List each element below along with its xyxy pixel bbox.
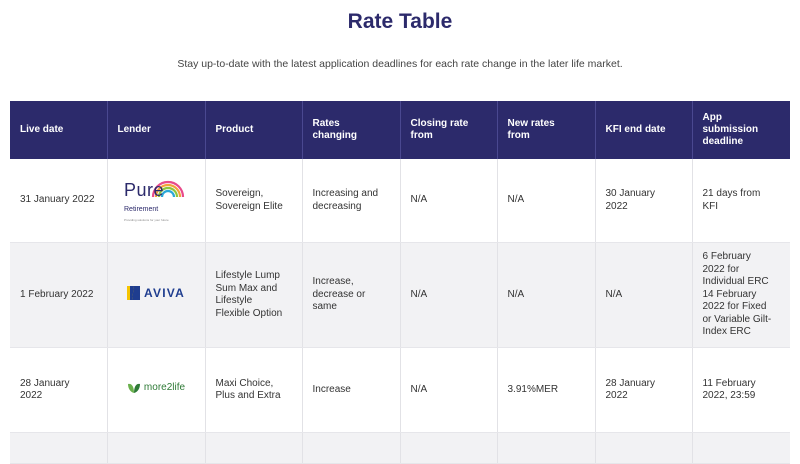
page-subtitle: Stay up-to-date with the latest applicat… (177, 58, 623, 70)
product-cell: Maxi Choice, Plus and Extra (205, 347, 303, 433)
live-date-cell: 28 January 2022 (10, 347, 108, 433)
new-rates-cell: 3.91%MER (497, 347, 596, 433)
lender-cell: AVIVA (107, 242, 206, 348)
header-closing-rate: Closing rate from (400, 101, 498, 159)
rates-changing-cell: Increase (302, 347, 401, 433)
table-cell (595, 432, 693, 464)
rate-table: Live date Lender Product Rates changing C… (10, 101, 790, 464)
table-cell (10, 432, 108, 464)
rainbow-icon (151, 181, 185, 198)
leaf-icon (127, 383, 140, 393)
table-cell (205, 432, 303, 464)
table-row: 1 February 2022 AVIVA Lifestyle Lump Sum … (10, 242, 790, 348)
table-row (10, 432, 790, 464)
new-rates-cell: N/A (497, 242, 596, 348)
logo-word: AVIVA (144, 285, 185, 300)
table-cell (692, 432, 790, 464)
product-cell: Lifestyle Lump Sum Max and Lifestyle Flexib… (205, 242, 303, 348)
kfi-end-date-cell: 30 January 2022 (595, 159, 693, 243)
new-rates-cell: N/A (497, 159, 596, 243)
rates-changing-cell: Increase, decrease or same (302, 242, 401, 348)
more2life-logo[interactable]: more2life (127, 382, 185, 395)
lender-cell: Pure Retirement Providing solutions for … (107, 159, 206, 243)
live-date-cell: 31 January 2022 (10, 159, 108, 243)
product-cell: Sovereign, Sovereign Elite (205, 159, 303, 243)
header-new-rates: New rates from (497, 101, 596, 159)
logo-word: more2life (143, 381, 186, 393)
table-cell (497, 432, 596, 464)
header-app-deadline: App submission deadline (692, 101, 790, 159)
closing-rate-cell: N/A (400, 347, 498, 433)
logo-tagline: Providing solutions for your future (124, 218, 169, 223)
rates-changing-cell: Increasing and decreasing (302, 159, 401, 243)
header-kfi-end-date: KFI end date (595, 101, 693, 159)
table-cell (107, 432, 206, 464)
aviva-flag-icon (127, 285, 141, 300)
kfi-end-date-cell: 28 January 2022 (595, 347, 693, 433)
table-cell (400, 432, 498, 464)
live-date-cell: 1 February 2022 (10, 242, 108, 348)
app-deadline-cell: 6 February 2022 for Individual ERC 14 Febru… (692, 242, 790, 348)
closing-rate-cell: N/A (400, 159, 498, 243)
closing-rate-cell: N/A (400, 242, 498, 348)
kfi-end-date-cell: N/A (595, 242, 693, 348)
header-product: Product (205, 101, 303, 159)
pure-retirement-logo[interactable]: Pure Retirement Providing solutions for … (124, 178, 188, 222)
table-row: 28 January 2022 more2life Maxi Choice, Plu… (10, 347, 790, 433)
header-live-date: Live date (10, 101, 108, 159)
table-header-row: Live date Lender Product Rates changing C… (10, 101, 790, 159)
aviva-logo[interactable]: AVIVA (127, 285, 185, 300)
page-title: Rate Table (347, 10, 453, 33)
table-row: 31 January 2022 Pure Retirement Providin… (10, 159, 790, 243)
header-rates-changing: Rates changing (302, 101, 401, 159)
logo-word: Pure (124, 180, 165, 201)
app-deadline-cell: 11 February 2022, 23:59 (692, 347, 790, 433)
app-deadline-cell: 21 days from KFI (692, 159, 790, 243)
logo-subword: Retirement (124, 206, 159, 214)
table-cell (302, 432, 401, 464)
lender-cell: more2life (107, 347, 206, 433)
header-lender: Lender (107, 101, 206, 159)
